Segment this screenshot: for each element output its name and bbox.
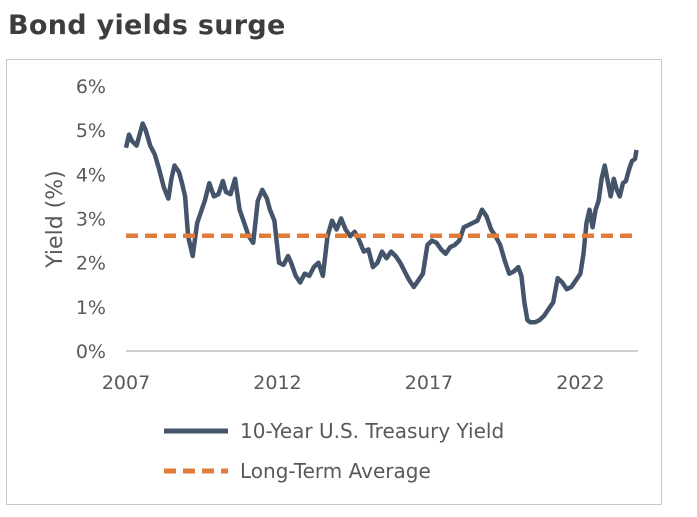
y-tick-label: 2% [76,253,106,275]
y-tick-label: 5% [76,120,106,142]
legend-label: 10-Year U.S. Treasury Yield [240,419,504,443]
legend-label: Long-Term Average [240,459,431,483]
y-tick-label: 4% [76,164,106,186]
y-axis-tick-labels: 0% 1% 2% 3% 4% 5% 6% [76,76,106,363]
y-axis-label: Yield (%) [43,170,68,268]
x-tick-label: 2017 [405,372,453,394]
x-tick-label: 2022 [556,372,604,394]
y-tick-label: 6% [76,76,106,98]
x-tick-label: 2012 [253,372,301,394]
x-tick-label: 2007 [102,372,150,394]
x-axis-tick-labels: 2007 2012 2017 2022 [102,372,605,394]
y-tick-label: 1% [76,297,106,319]
chart-frame [6,59,662,505]
legend-item-treasury-yield: 10-Year U.S. Treasury Yield [164,419,504,443]
y-tick-label: 0% [76,341,106,363]
treasury-yield-line [123,121,639,325]
legend: 10-Year U.S. Treasury Yield Long-Term Ave… [164,419,504,483]
legend-item-long-term-average: Long-Term Average [164,459,431,483]
series-layer [123,121,639,325]
chart-title: Bond yields surge [8,10,286,41]
y-tick-label: 3% [76,209,106,231]
